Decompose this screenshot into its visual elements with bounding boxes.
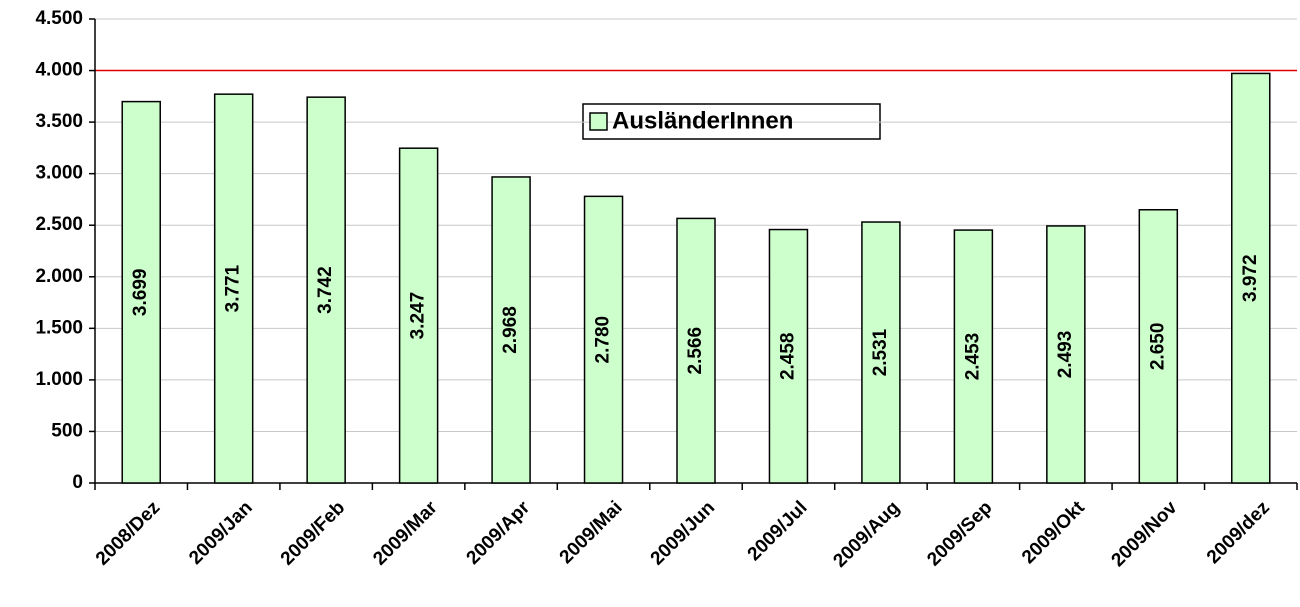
y-tick-label: 4.500 [35, 8, 83, 29]
y-tick-label: 1.500 [35, 317, 83, 338]
x-tick-label: 2009/Jan [185, 497, 257, 569]
x-tick-label: 2009/Jul [744, 497, 812, 565]
x-tick-label: 2009/Jun [647, 497, 719, 569]
y-tick-label: 3.500 [35, 111, 83, 132]
x-tick-label: 2009/Apr [463, 497, 535, 569]
bar [676, 217, 716, 484]
value-label: 3.771 [223, 264, 244, 312]
y-tick-label: 2.500 [35, 214, 83, 235]
x-tick-label: 2009/Feb [277, 497, 349, 569]
value-label: 3.742 [315, 266, 336, 314]
x-tick-label: 2009/Okt [1018, 497, 1089, 568]
y-tick-label: 500 [51, 420, 83, 441]
value-label: 3.699 [130, 269, 151, 317]
bar [583, 195, 624, 484]
x-tick-label: 2008/Dez [92, 497, 164, 569]
bar [861, 221, 901, 484]
value-label: 2.780 [593, 316, 614, 364]
bar [398, 147, 439, 484]
x-tick-label: 2009/Aug [829, 497, 904, 572]
value-label: 2.493 [1055, 331, 1076, 379]
legend-box [582, 103, 881, 140]
legend [582, 103, 881, 140]
x-tick-label: 2009/Nov [1108, 497, 1182, 571]
bar [1138, 209, 1179, 484]
value-label: 2.458 [777, 333, 798, 381]
bar [306, 96, 346, 484]
x-tick-label: 2009/Mai [556, 497, 627, 568]
x-tick-label: 2009/Mar [369, 497, 442, 570]
x-tick-label: 2009/dez [1203, 497, 1274, 568]
value-label: 2.968 [500, 306, 521, 354]
bar [953, 229, 994, 484]
value-label: 2.650 [1147, 323, 1168, 371]
y-tick-label: 3.000 [35, 163, 83, 184]
y-tick-label: 0 [72, 472, 83, 493]
value-label: 2.531 [870, 328, 891, 376]
y-tick-label: 2.000 [35, 266, 83, 287]
bar [213, 93, 254, 484]
bar [768, 228, 809, 484]
legend-label: AusländerInnen [612, 107, 793, 134]
y-tick-label: 4.000 [35, 60, 83, 81]
value-label: 2.566 [685, 327, 706, 375]
bar [1046, 225, 1086, 484]
value-label: 3.247 [408, 292, 429, 340]
value-label: 3.972 [1240, 254, 1261, 302]
bar [1231, 72, 1271, 484]
legend-swatch [589, 112, 608, 131]
bar [491, 176, 531, 484]
y-tick-label: 1.000 [35, 369, 83, 390]
value-label: 2.453 [962, 333, 983, 381]
x-tick-label: 2009/Sep [923, 497, 996, 570]
bar [121, 100, 161, 484]
